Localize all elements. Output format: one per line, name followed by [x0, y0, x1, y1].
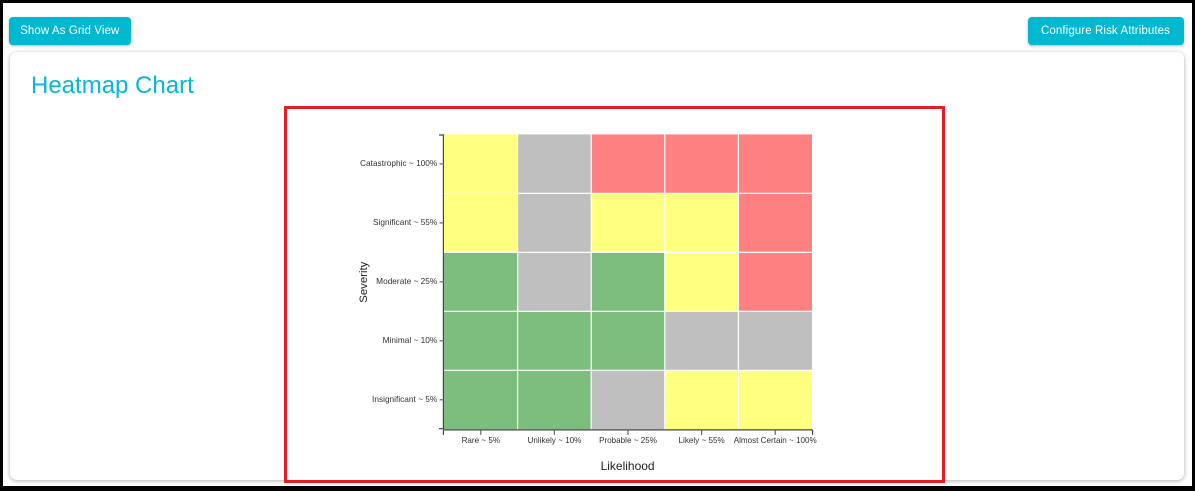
svg-text:Catastrophic ~ 100%: Catastrophic ~ 100% [360, 158, 438, 168]
svg-text:Significant ~ 55%: Significant ~ 55% [373, 217, 438, 227]
svg-text:Minimal ~ 10%: Minimal ~ 10% [383, 335, 438, 345]
svg-text:Moderate ~ 25%: Moderate ~ 25% [376, 276, 438, 286]
svg-text:Likelihood: Likelihood [601, 459, 655, 473]
svg-text:Unlikely ~ 10%: Unlikely ~ 10% [528, 436, 582, 445]
svg-text:Probable ~ 25%: Probable ~ 25% [599, 436, 657, 445]
svg-text:Insignificant ~ 5%: Insignificant ~ 5% [372, 394, 438, 404]
svg-text:Rare ~ 5%: Rare ~ 5% [462, 436, 500, 445]
svg-text:Severity: Severity [358, 261, 370, 302]
svg-text:Likely ~ 55%: Likely ~ 55% [679, 436, 725, 445]
svg-text:Almost Certain ~ 100%: Almost Certain ~ 100% [734, 436, 817, 445]
